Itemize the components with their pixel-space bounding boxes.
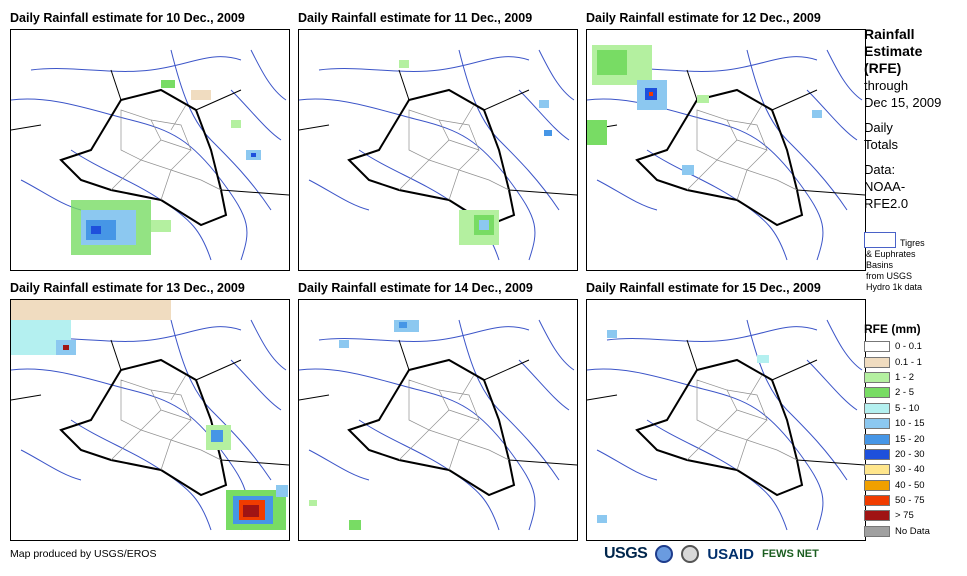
map-frame xyxy=(10,299,290,541)
legend-item: No Data xyxy=(864,524,964,539)
legend-item: 0 - 0.1 xyxy=(864,339,964,354)
rain-cells xyxy=(71,80,261,255)
map-frame xyxy=(586,29,866,271)
panel-title: Daily Rainfall estimate for 11 Dec., 200… xyxy=(298,11,533,25)
legend-item: 10 - 15 xyxy=(864,416,964,431)
panel-title: Daily Rainfall estimate for 10 Dec., 200… xyxy=(10,11,245,25)
legend-item: 40 - 50 xyxy=(864,478,964,493)
legend-swatch xyxy=(864,479,890,491)
info-data-label: Data: xyxy=(864,162,896,177)
basin-swatch xyxy=(864,232,896,248)
rainfall-map xyxy=(299,49,577,261)
legend-label: No Data xyxy=(895,525,930,537)
basin-line4: from USGS xyxy=(866,271,913,281)
info-title-3: (RFE) xyxy=(864,60,902,76)
legend-item: 2 - 5 xyxy=(864,385,964,400)
legend-label: 2 - 5 xyxy=(895,387,915,399)
legend-label: 0 - 0.1 xyxy=(895,341,922,353)
legend-swatch xyxy=(864,341,890,353)
legend-item: 50 - 75 xyxy=(864,493,964,508)
legend-swatch xyxy=(864,448,890,460)
usaid-logo: USAID xyxy=(707,545,755,563)
legend-item: 30 - 40 xyxy=(864,462,964,477)
legend-label: 20 - 30 xyxy=(895,448,925,460)
map-frame xyxy=(298,29,578,271)
rainfall-map xyxy=(587,319,865,531)
agency-logos: USGS USAID FEWS NET xyxy=(604,541,819,567)
basin-line2: & Euphrates xyxy=(866,249,916,259)
rain-cells xyxy=(399,60,552,245)
info-data-src2: RFE2.0 xyxy=(864,196,909,211)
credit-text: Map produced by USGS/EROS xyxy=(10,548,157,560)
info-title-1: Rainfall xyxy=(864,26,915,42)
legend-item: 0.1 - 1 xyxy=(864,354,964,369)
map-panel-10-dec: Daily Rainfall estimate for 10 Dec., 200… xyxy=(10,11,290,281)
legend-item: 15 - 20 xyxy=(864,431,964,446)
doi-seal-icon xyxy=(681,545,700,563)
info-totals: Totals xyxy=(864,137,898,152)
rain-cells xyxy=(11,300,288,530)
map-frame xyxy=(586,299,866,541)
legend-label: 40 - 50 xyxy=(895,479,925,491)
info-through: through xyxy=(864,78,909,93)
rainfall-map xyxy=(587,45,865,261)
basin-line5: Hydro 1k data xyxy=(866,282,923,292)
legend-swatch xyxy=(864,371,890,383)
panel-title: Daily Rainfall estimate for 15 Dec., 200… xyxy=(586,281,821,295)
rain-cells xyxy=(597,330,769,523)
legend-item: 5 - 10 xyxy=(864,401,964,416)
rain-cells xyxy=(309,320,419,530)
rainfall-map xyxy=(299,319,577,531)
map-panel-15-dec: Daily Rainfall estimate for 15 Dec., 200… xyxy=(586,281,866,551)
basin-line3: Basins xyxy=(866,260,894,270)
info-daily: Daily xyxy=(864,120,893,135)
rain-cells xyxy=(587,45,822,175)
legend-item: 20 - 30 xyxy=(864,447,964,462)
legend-swatch xyxy=(864,356,890,368)
legend-swatch xyxy=(864,418,890,430)
legend-label: 5 - 10 xyxy=(895,402,920,414)
legend-swatch xyxy=(864,387,890,399)
map-info: Rainfall Estimate (RFE) through Dec 15, … xyxy=(864,26,964,212)
info-title-2: Estimate xyxy=(864,43,923,59)
map-panel-12-dec: Daily Rainfall estimate for 12 Dec., 200… xyxy=(586,11,866,281)
map-panel-13-dec: Daily Rainfall estimate for 13 Dec., 200… xyxy=(10,281,290,551)
legend-swatch xyxy=(864,525,890,537)
legend-label: > 75 xyxy=(895,510,914,522)
panel-title: Daily Rainfall estimate for 13 Dec., 200… xyxy=(10,281,245,295)
rainfall-map xyxy=(11,49,289,261)
legend-swatch xyxy=(864,510,890,522)
map-panel-11-dec: Daily Rainfall estimate for 11 Dec., 200… xyxy=(298,11,578,281)
legend-swatch xyxy=(864,433,890,445)
legend-swatch xyxy=(864,495,890,507)
fews-net-logo: FEWS NET xyxy=(762,548,819,560)
panel-title: Daily Rainfall estimate for 12 Dec., 200… xyxy=(586,11,821,25)
map-panel-14-dec: Daily Rainfall estimate for 14 Dec., 200… xyxy=(298,281,578,551)
usgs-logo: USGS xyxy=(604,545,648,562)
legend-label: 30 - 40 xyxy=(895,464,925,476)
legend-swatch xyxy=(864,402,890,414)
basin-legend: Tigres & Euphrates Basins from USGS Hydr… xyxy=(866,238,966,293)
legend-title: RFE (mm) xyxy=(864,322,921,336)
legend-swatch xyxy=(864,464,890,476)
legend-label: 15 - 20 xyxy=(895,433,925,445)
rfe-legend: RFE (mm) 0 - 0.1 0.1 - 1 1 - 2 2 - 5 5 - 10 1… xyxy=(864,322,964,539)
legend-label: 10 - 15 xyxy=(895,418,925,430)
panel-title: Daily Rainfall estimate for 14 Dec., 200… xyxy=(298,281,533,295)
noaa-seal-icon xyxy=(655,545,674,563)
info-data-src1: NOAA- xyxy=(864,179,906,194)
map-frame xyxy=(298,299,578,541)
legend-label: 1 - 2 xyxy=(895,371,915,383)
basin-line1: Tigres xyxy=(900,238,925,248)
legend-item: > 75 xyxy=(864,508,964,523)
map-frame xyxy=(10,29,290,271)
legend-label: 0.1 - 1 xyxy=(895,356,922,368)
legend-item: 1 - 2 xyxy=(864,370,964,385)
legend-label: 50 - 75 xyxy=(895,495,925,507)
rainfall-map xyxy=(11,300,289,531)
info-date: Dec 15, 2009 xyxy=(864,95,942,110)
